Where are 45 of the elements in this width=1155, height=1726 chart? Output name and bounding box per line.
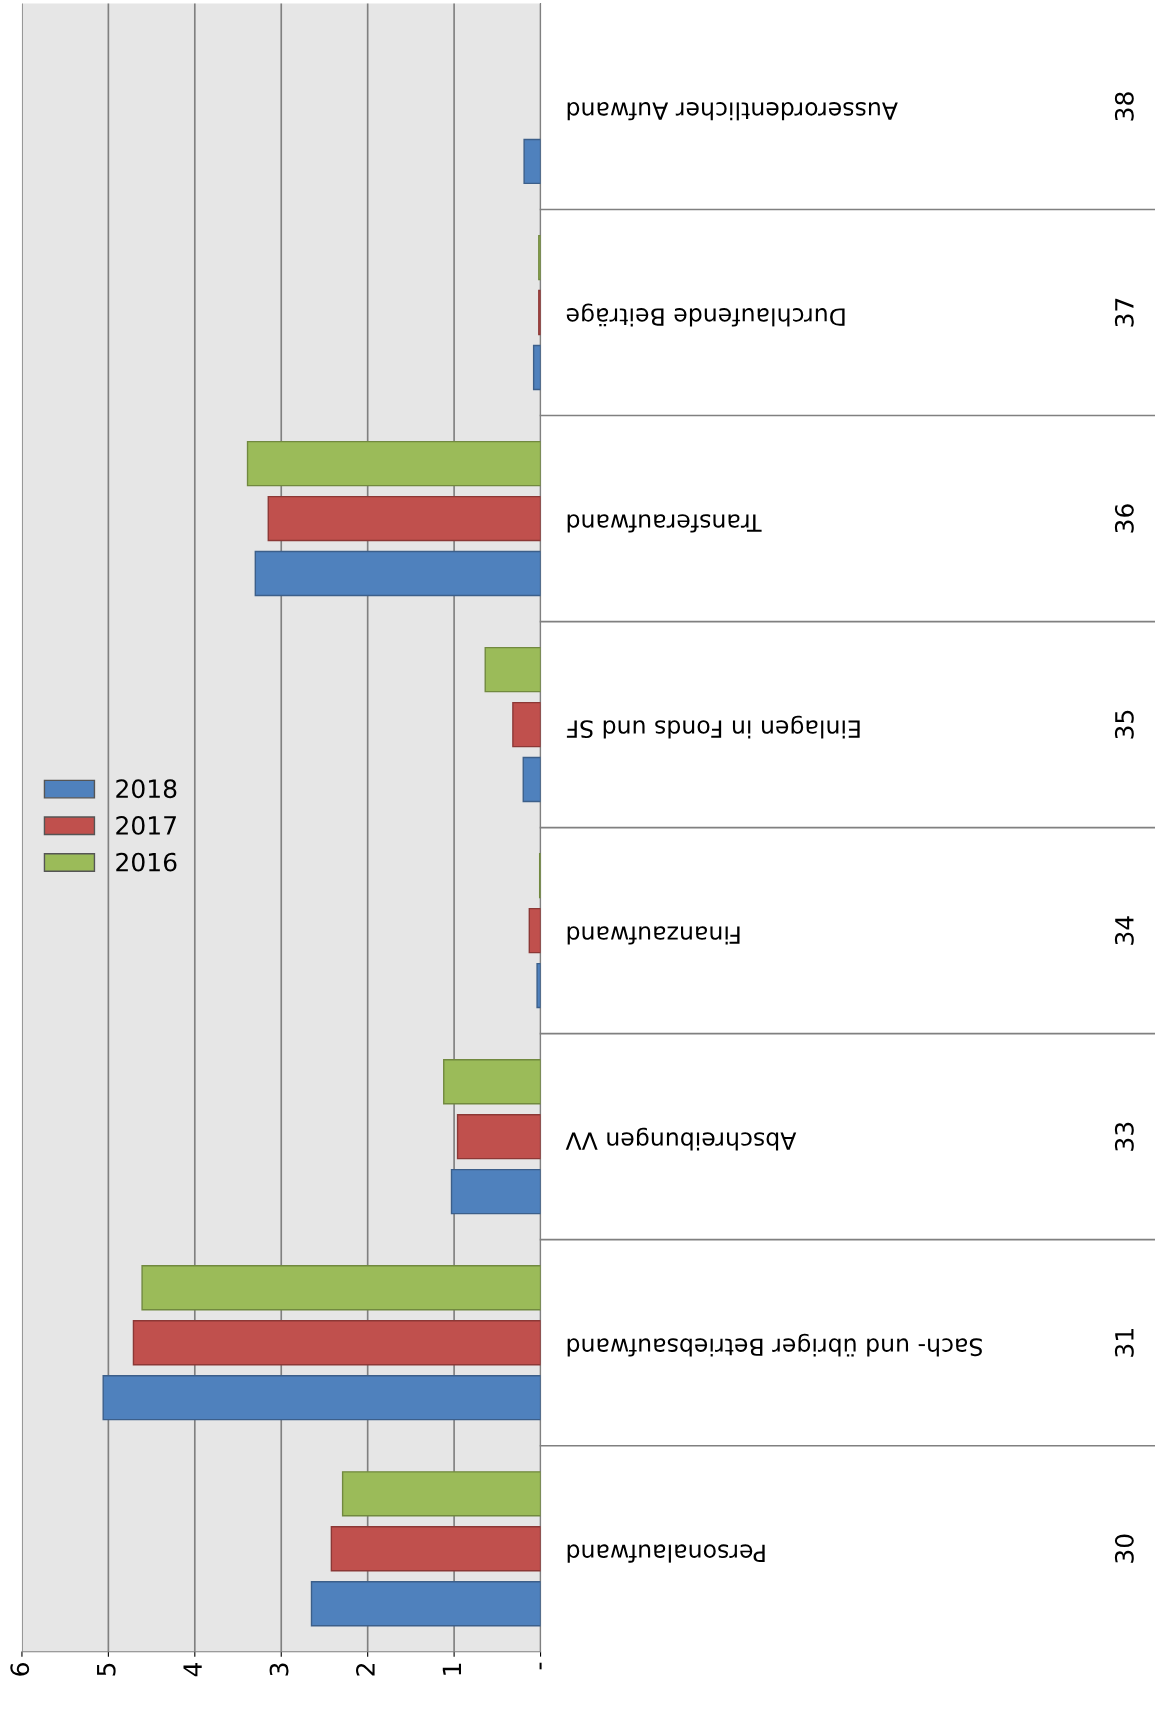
bar <box>132 1320 541 1366</box>
x-tick-label: 6 <box>10 1663 30 1676</box>
bar <box>536 962 541 1009</box>
y-tick-label: Ausserordentlicher Aufwand <box>567 102 898 121</box>
bar <box>102 1374 541 1421</box>
text: 38 <box>1114 92 1134 121</box>
bar <box>267 495 541 542</box>
bar <box>341 1471 541 1517</box>
legend-label: 2016 <box>116 852 177 872</box>
bar <box>141 1265 541 1311</box>
text: 33 <box>1114 1122 1134 1151</box>
text: 35 <box>1114 710 1134 739</box>
bar <box>443 1059 541 1105</box>
bar <box>450 1168 541 1215</box>
bar <box>523 138 541 185</box>
legend-label: 2018 <box>116 779 177 799</box>
x-tick-label: 3 <box>269 1663 289 1676</box>
x-tick-label: 4 <box>183 1662 202 1677</box>
text: 31 <box>1114 1329 1134 1357</box>
text: 36 <box>1114 504 1134 533</box>
x-tick-label: - <box>539 1662 542 1670</box>
bar <box>246 440 541 487</box>
legend-label: 2017 <box>116 815 176 835</box>
bar <box>254 550 541 597</box>
y-tick-label: Abschreibungen VV <box>565 1127 797 1151</box>
bar <box>484 646 541 693</box>
x-tick-label: 5 <box>97 1663 116 1676</box>
y-tick-label: Finanzaufwand <box>567 926 740 945</box>
y-tick-label: Transferaufwand <box>567 514 762 533</box>
y-tick-label: Durchlaufende Beiträge <box>566 303 845 327</box>
y-tick-label: Personalaufwand <box>567 1544 765 1563</box>
text: 34 <box>1114 916 1134 945</box>
x-tick-label: 1 <box>442 1663 462 1675</box>
bar <box>512 701 541 748</box>
bar <box>310 1581 541 1627</box>
bar <box>330 1526 541 1572</box>
bar <box>528 907 541 954</box>
bar <box>456 1114 541 1160</box>
x-tick-label: 2 <box>356 1664 375 1676</box>
y-tick-label: Sach- und übriger Betriebsaufwand <box>567 1333 982 1357</box>
y-tick-label: Einlagen in Fonds und SF <box>566 715 860 739</box>
bar <box>532 344 541 391</box>
bar <box>522 756 541 803</box>
text: 30 <box>1114 1534 1134 1563</box>
text: 37 <box>1114 298 1134 327</box>
